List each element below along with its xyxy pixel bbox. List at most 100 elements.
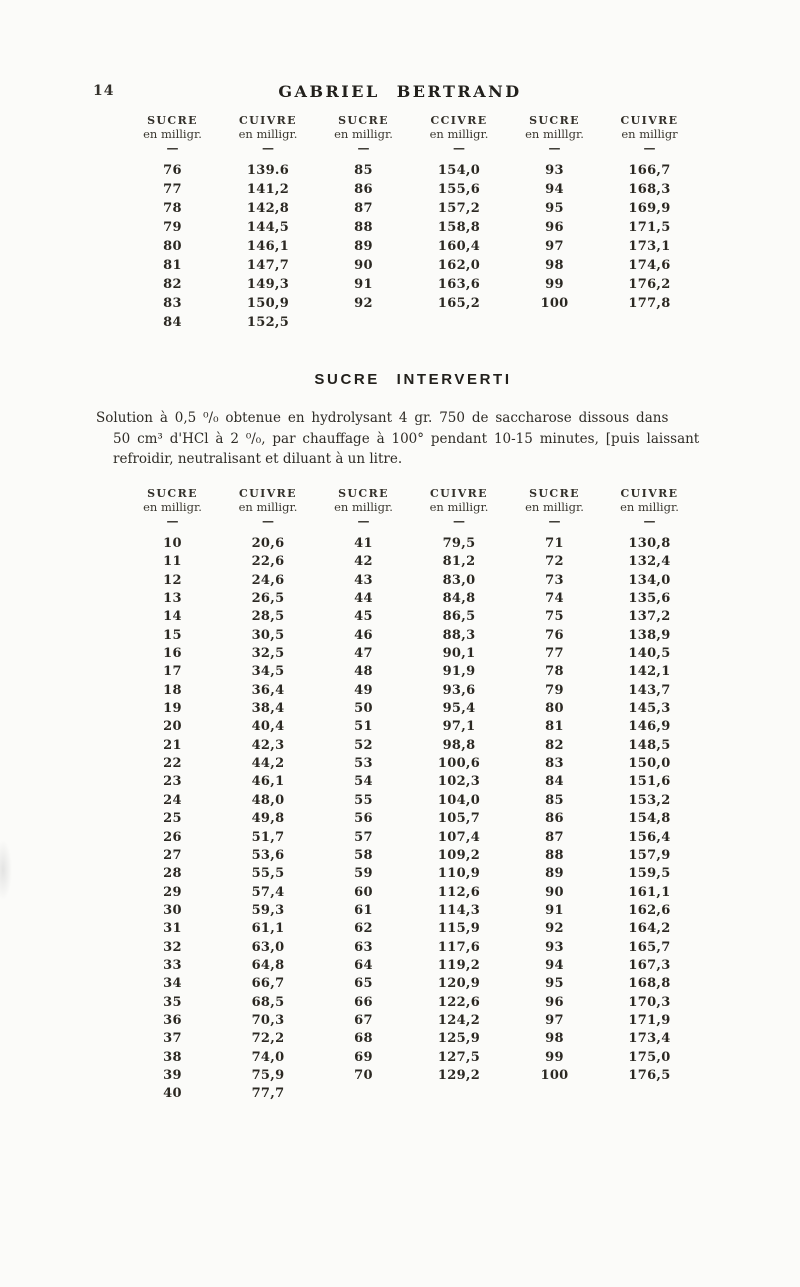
table-cell: 150,0 [628, 756, 671, 772]
table-row: — — — — — — [130, 141, 702, 156]
table-cell: en milligr. [238, 127, 298, 141]
table-cell: en milligr. [238, 500, 298, 514]
table-cell: 55 [354, 792, 373, 808]
intro-paragraph: Solution à 0,5 ⁰/₀ obtenue en hydrolysan… [96, 408, 724, 470]
table-cell: en milligr [621, 127, 678, 141]
table-cell: 23 [163, 774, 182, 790]
table-cell: 115,9 [437, 921, 481, 937]
table-cell: 98 [545, 258, 564, 273]
table-cell: SUCRE [529, 114, 580, 127]
table-cell: 122,6 [437, 994, 481, 1010]
table-row: 11 22,6 42 81,2 72 132,4 [130, 554, 702, 572]
table-cell: 68,5 [251, 994, 285, 1010]
table-cell: 16 [163, 646, 182, 662]
table-row: 16 32,5 47 90,1 77 140,5 [130, 646, 702, 664]
table-cell: en milligr. [143, 127, 202, 141]
table-cell: 95 [545, 976, 564, 992]
table-cell: 53 [354, 756, 373, 772]
table-cell: 91 [354, 277, 373, 292]
table-cell: 98 [545, 1031, 564, 1047]
table-cell: 176,5 [628, 1067, 671, 1083]
table-cell: 164,2 [628, 921, 671, 937]
table-cell: 36,4 [251, 682, 285, 698]
table-cell: 77 [545, 646, 564, 662]
table-cell: 176,2 [628, 277, 671, 292]
table-row: 31 61,1 62 115,9 92 164,2 [130, 921, 702, 939]
table-cell: — [453, 514, 465, 528]
table-cell: 42 [354, 554, 373, 570]
table-cell: 32 [163, 939, 182, 955]
table-row: SUCRE CUIVRE SUCRE CCIVRE SUCRE CUIVRE [130, 114, 702, 127]
table-cell: 174,6 [628, 258, 671, 273]
table-cell: 48,0 [251, 792, 285, 808]
table-row: en milligr. en milligr. en milligr. en mill… [130, 127, 702, 141]
table-row: 33 64,8 64 119,2 94 167,3 [130, 958, 702, 976]
table-cell: 11 [163, 554, 182, 570]
table-cell: en milllgr. [525, 127, 584, 141]
table-cell: 141,2 [246, 182, 290, 197]
table-cell: 44 [354, 591, 373, 607]
table-cell: 153,2 [628, 792, 671, 808]
table-cell: 10 [163, 536, 182, 551]
table-cell: 105,7 [437, 811, 481, 827]
table-row: 15 30,5 46 88,3 76 138,9 [130, 628, 702, 646]
table-cell: 30 [163, 902, 182, 918]
table-cell: 49 [354, 682, 373, 698]
table-cell: — [548, 514, 561, 528]
table-row: 22 44,2 53 100,6 83 150,0 [130, 756, 702, 774]
table-cell: 61,1 [251, 921, 285, 937]
table-row: 80 146,1 89 160,4 97 173,1 [130, 239, 702, 258]
table-cell: 86 [354, 182, 373, 197]
table-cell: 34 [163, 976, 182, 992]
table-cell: 47 [354, 646, 373, 662]
table-cell: 51,7 [251, 829, 285, 845]
table-cell: 125,9 [437, 1031, 481, 1047]
table-cell: 55,5 [251, 866, 285, 882]
table-cell: — [262, 141, 274, 155]
table-cell: 142,8 [246, 201, 290, 216]
table-cell: CUIVRE [239, 487, 297, 500]
table-row: 82 149,3 91 163,6 99 176,2 [130, 277, 702, 296]
table-row: 18 36,4 49 93,6 79 143,7 [130, 683, 702, 701]
table-cell: 95,4 [442, 701, 476, 717]
table-cell: 27 [163, 847, 182, 863]
table-cell: 24,6 [251, 572, 285, 588]
table-cell: 124,2 [437, 1012, 481, 1028]
table-cell: 28,5 [251, 609, 285, 625]
table-row: 83 150,9 92 165,2 100 177,8 [130, 296, 702, 315]
table-cell: en milligr. [334, 500, 393, 514]
table-cell: 96 [545, 220, 564, 235]
table-cell: 93 [545, 939, 564, 955]
table-cell: 107,4 [437, 829, 481, 845]
table-cell: SUCRE [147, 114, 198, 127]
table-row: 77 141,2 86 155,6 94 168,3 [130, 182, 702, 201]
table-cell: 64,8 [251, 957, 285, 973]
table-cell: 69 [354, 1049, 373, 1065]
table-cell: 88 [545, 847, 564, 863]
running-title: GABRIEL BERTRAND [278, 82, 522, 101]
table-cell: 28 [163, 866, 182, 882]
table-cell: 46,1 [251, 774, 285, 790]
table-cell: 78 [545, 664, 564, 680]
table-cell: 34,5 [251, 664, 285, 680]
table-row: 10 20,6 41 79,5 71 130,8 [130, 536, 702, 554]
table-cell: SUCRE [529, 487, 580, 500]
table-cell: 79 [545, 682, 564, 698]
table-cell: 99 [545, 277, 564, 292]
table-row: 14 28,5 45 86,5 75 137,2 [130, 609, 702, 627]
table-cell: 79 [163, 220, 182, 235]
table-cell: 18 [163, 682, 182, 698]
table-cell: 97 [545, 239, 564, 254]
table-row: 29 57,4 60 112,6 90 161,1 [130, 885, 702, 903]
table-cell: 95 [545, 201, 564, 216]
section-heading: SUCRE INTERVERTI [314, 371, 512, 388]
table-cell: 147,7 [246, 258, 290, 273]
table-cell: — [548, 141, 561, 155]
table-row: 25 49,8 56 105,7 86 154,8 [130, 811, 702, 829]
table-cell: SUCRE [338, 487, 389, 500]
table-cell: 52 [354, 737, 373, 753]
table-cell: 177,8 [628, 296, 671, 311]
table-cell: 134,0 [628, 572, 671, 588]
table-cell: en milligr. [143, 500, 202, 514]
table-cell: 31 [163, 921, 182, 937]
